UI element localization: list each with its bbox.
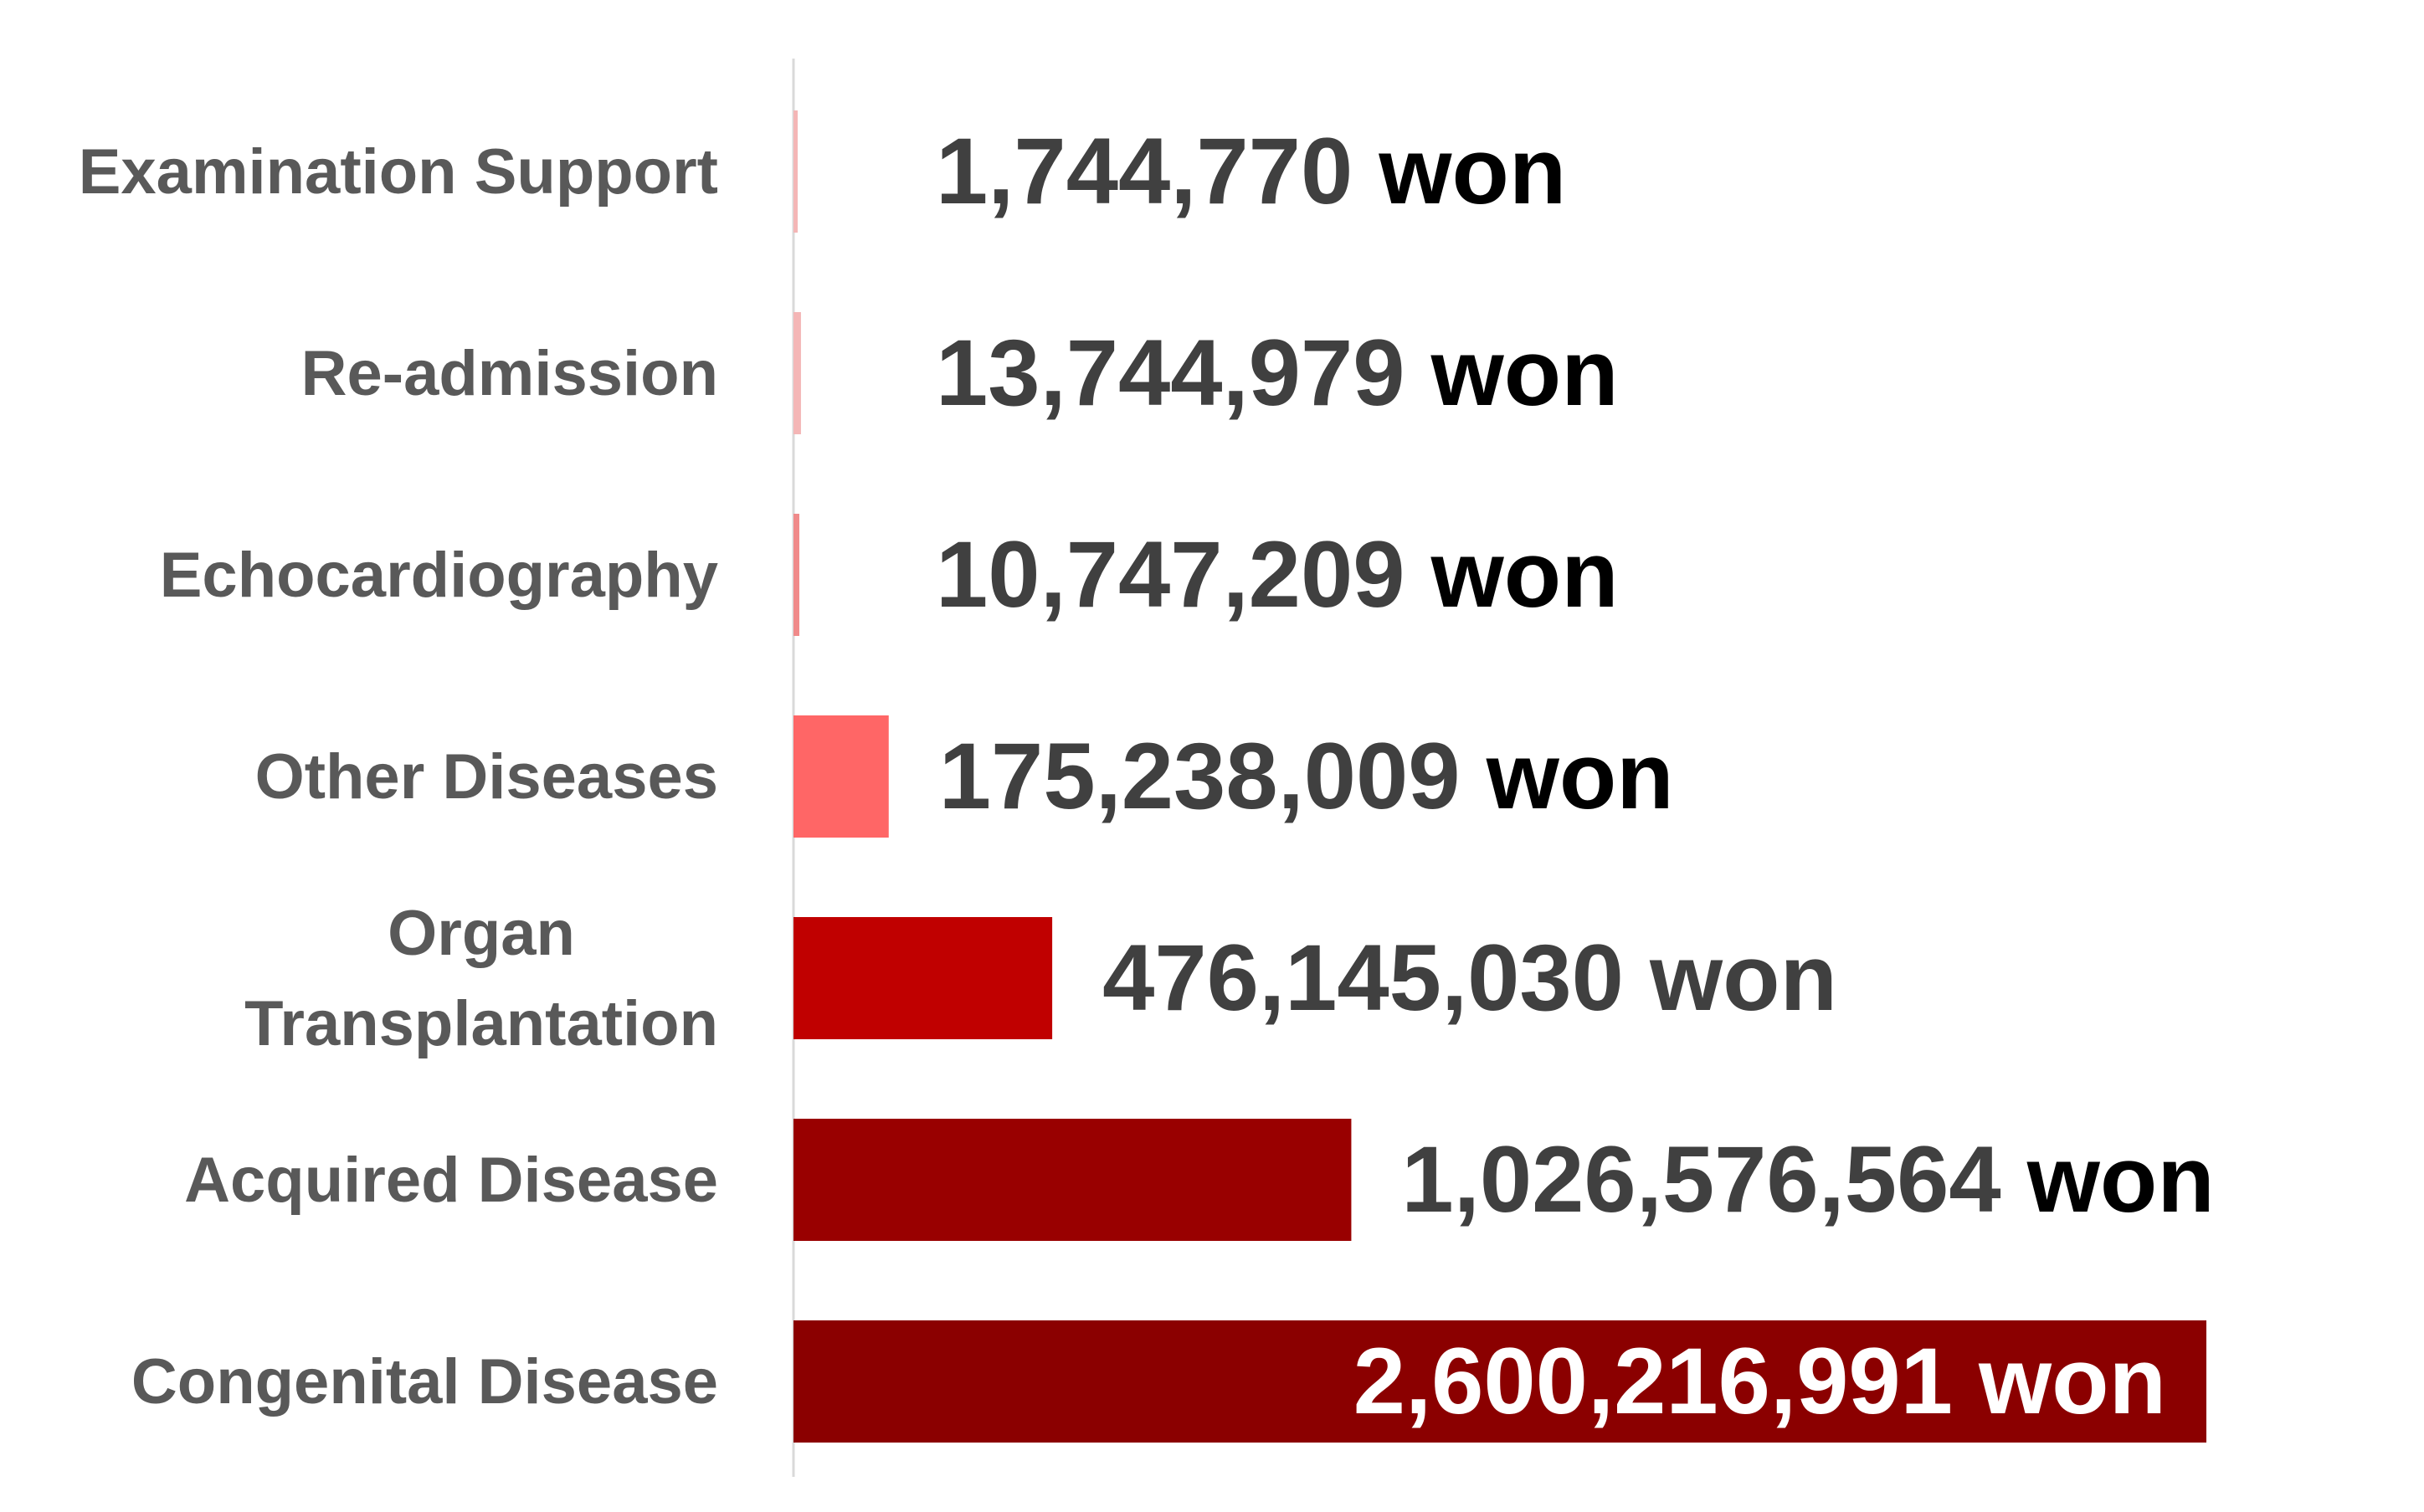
- value-label-unit: won: [1405, 522, 1619, 627]
- value-label-number: 13,744,979: [936, 320, 1405, 425]
- value-label-unit: won: [1405, 320, 1619, 425]
- value-label: 1,744,770 won: [936, 119, 1566, 223]
- value-label-unit: won: [1353, 119, 1566, 223]
- category-label: Echocardiography: [160, 540, 718, 611]
- category-label: Other Diseases: [255, 741, 718, 812]
- value-label-unit: won: [1461, 724, 1674, 828]
- bar: [793, 514, 799, 636]
- value-label: 476,145,030 won: [1102, 925, 1837, 1030]
- value-label-number: 2,600,216,991: [1353, 1329, 1953, 1433]
- value-label-number: 10,747,209: [936, 522, 1405, 627]
- bar: [793, 1320, 2206, 1443]
- category-label: Congenital Disease: [131, 1346, 718, 1417]
- category-labels: Examination Support Re-admission Echocardi…: [79, 136, 718, 1417]
- value-label-number: 1,026,576,564: [1401, 1127, 2000, 1232]
- bar: [793, 917, 1053, 1039]
- category-label: Re-admission: [301, 338, 718, 409]
- value-label-number: 1,744,770: [936, 119, 1353, 223]
- bars: [793, 110, 2206, 1443]
- value-label-unit: won: [2001, 1127, 2215, 1232]
- value-label-number: 476,145,030: [1102, 925, 1624, 1030]
- bar: [793, 312, 801, 434]
- value-label-number: 175,238,009: [939, 724, 1461, 828]
- bar: [793, 110, 798, 233]
- category-label: Examination Support: [79, 136, 718, 208]
- bar: [793, 1119, 1352, 1241]
- value-label: 2,600,216,991 won: [1353, 1329, 2166, 1433]
- category-label: Organ Transplantation: [244, 898, 718, 1059]
- value-label: 13,744,979 won: [936, 320, 1619, 425]
- bar: [793, 715, 889, 838]
- category-label-line: Organ: [388, 898, 575, 969]
- value-label: 10,747,209 won: [936, 522, 1619, 627]
- category-label: Acquired Disease: [184, 1145, 718, 1216]
- value-label: 1,026,576,564 won: [1401, 1127, 2214, 1232]
- value-label: 175,238,009 won: [939, 724, 1674, 828]
- category-label-line: Transplantation: [244, 988, 718, 1059]
- value-label-unit: won: [1953, 1329, 2166, 1433]
- value-label-unit: won: [1624, 925, 1837, 1030]
